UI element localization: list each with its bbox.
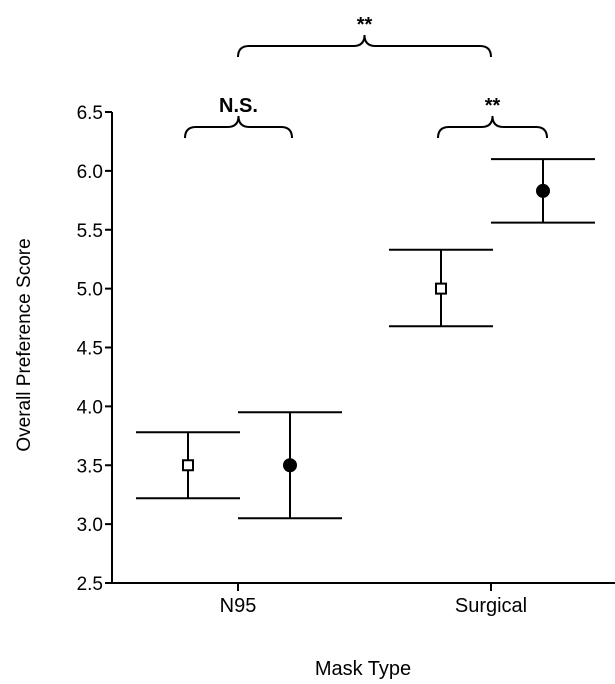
- y-tick-label: 4.0: [77, 397, 103, 418]
- data-points: [182, 183, 550, 473]
- x-ticks: N95 Surgical: [220, 583, 527, 617]
- y-ticks: 2.5 3.0 3.5 4.0 4.5 5.0 5.5 6.0 6.5: [77, 103, 112, 595]
- significance-label: N.S.: [219, 95, 258, 117]
- axes: [111, 112, 615, 584]
- x-tick-label: Surgical: [455, 595, 527, 617]
- data-point: [283, 458, 297, 473]
- significance-bracket: [437, 115, 548, 139]
- x-tick-label: N95: [220, 595, 257, 617]
- x-axis-label: Mask Type: [315, 658, 411, 680]
- data-point: [435, 282, 447, 295]
- significance-bracket: [237, 34, 492, 58]
- y-tick-label: 5.5: [77, 221, 103, 242]
- y-tick-label: 6.0: [77, 162, 103, 183]
- significance-bracket: [184, 115, 293, 139]
- significance-label: **: [485, 95, 501, 117]
- data-point: [182, 459, 194, 472]
- y-tick-label: 4.5: [77, 339, 103, 360]
- significance-brackets: N.S. ** **: [184, 14, 548, 139]
- significance-label: **: [357, 14, 373, 36]
- error-bars: [136, 158, 595, 520]
- data-point: [536, 183, 550, 198]
- y-tick-label: 2.5: [77, 574, 103, 595]
- y-tick-label: 5.0: [77, 280, 103, 301]
- y-tick-label: 3.5: [77, 456, 103, 477]
- y-tick-label: 6.5: [77, 103, 103, 124]
- y-tick-label: 3.0: [77, 515, 103, 536]
- y-axis-label: Overall Preference Score: [14, 238, 35, 451]
